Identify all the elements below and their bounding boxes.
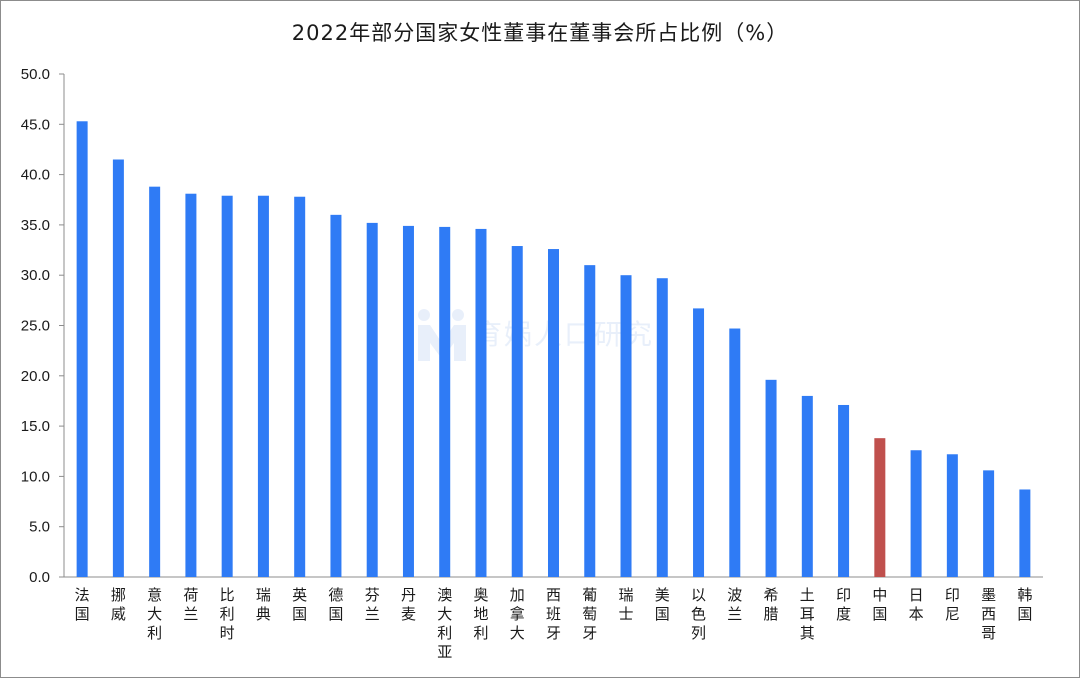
bar <box>330 214 342 577</box>
x-category-label: 日本 <box>909 586 924 623</box>
bars <box>76 121 1031 578</box>
bar <box>185 193 197 578</box>
bar <box>511 246 523 577</box>
y-tick-label: 25.0 <box>21 318 50 335</box>
bar <box>801 395 813 577</box>
y-tick-label: 10.0 <box>21 468 50 485</box>
x-category-label: 法国 <box>75 586 90 623</box>
x-category-label: 澳大利亚 <box>437 586 452 661</box>
x-category-label: 奥地利 <box>473 586 488 642</box>
bar <box>112 159 124 577</box>
bar <box>76 121 88 578</box>
bar <box>1019 489 1031 577</box>
bar <box>874 438 886 577</box>
y-tick-label: 45.0 <box>21 116 50 133</box>
y-tick-label: 35.0 <box>21 217 50 234</box>
bar <box>693 308 705 577</box>
bar <box>439 226 451 578</box>
chart-title: 2022年部分国家女性董事在董事会所占比例（%） <box>291 21 789 45</box>
x-category-label: 希腊 <box>764 586 779 623</box>
bar <box>257 195 269 577</box>
y-tick-label: 30.0 <box>21 267 50 284</box>
bar <box>548 249 559 577</box>
bar <box>366 222 378 577</box>
y-tick-label: 15.0 <box>21 418 50 435</box>
bar <box>910 450 922 577</box>
x-category-label: 以色列 <box>691 586 706 642</box>
x-category-label: 美国 <box>655 586 670 623</box>
bar <box>656 278 668 577</box>
bar <box>983 470 995 577</box>
x-category-label: 瑞典 <box>256 586 271 623</box>
x-category-label: 波兰 <box>727 586 742 623</box>
x-category-label: 印度 <box>836 586 851 623</box>
x-category-label: 比利时 <box>220 586 235 642</box>
bar <box>729 328 741 577</box>
x-category-label: 瑞士 <box>619 586 634 623</box>
bar <box>838 404 850 577</box>
x-category-label: 土耳其 <box>800 586 815 642</box>
bar <box>946 454 958 577</box>
x-category-label: 中国 <box>872 586 887 623</box>
x-category-label: 墨西哥 <box>981 586 996 642</box>
bar <box>294 196 306 577</box>
x-category-label: 德国 <box>328 586 343 623</box>
y-tick-labels: 0.0 5.0 10.0 15.0 20.0 25.0 30.0 35.0 40.0 45.0 50… <box>21 66 50 586</box>
y-tick-label: 40.0 <box>21 167 50 184</box>
x-category-label: 加拿大 <box>510 586 525 642</box>
bar <box>475 228 487 577</box>
x-category-label: 荷兰 <box>183 586 198 623</box>
x-category-label: 韩国 <box>1017 586 1032 623</box>
bar <box>765 379 777 577</box>
y-tick-label: 50.0 <box>21 66 50 83</box>
bar <box>584 265 596 577</box>
x-category-label: 英国 <box>292 586 307 623</box>
bar <box>149 186 161 577</box>
bar <box>402 225 414 577</box>
y-tick-label: 5.0 <box>29 519 50 536</box>
bar <box>620 275 632 577</box>
x-category-label: 西班牙 <box>546 586 561 642</box>
bar <box>221 195 233 577</box>
x-category-label: 葡萄牙 <box>582 586 597 642</box>
x-category-label: 芬兰 <box>365 586 380 623</box>
x-category-label: 丹麦 <box>401 586 416 623</box>
x-category-label: 意大利 <box>147 586 162 642</box>
y-tick-label: 0.0 <box>29 569 50 586</box>
x-category-label: 印尼 <box>945 586 960 623</box>
y-tick-label: 20.0 <box>21 368 50 385</box>
x-category-label: 挪威 <box>111 586 126 623</box>
